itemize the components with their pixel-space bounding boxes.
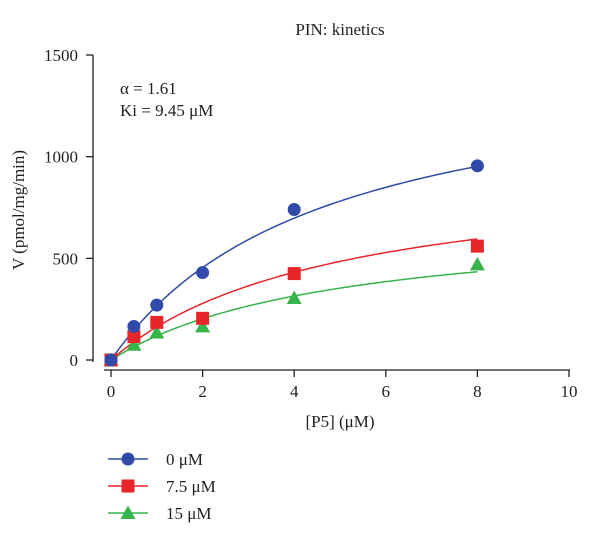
chart-title: PIN: kinetics bbox=[295, 20, 384, 39]
data-point bbox=[150, 298, 164, 312]
data-point bbox=[150, 315, 164, 329]
y-tick-label: 0 bbox=[70, 351, 79, 370]
annotation-ki: Ki = 9.45 μM bbox=[120, 101, 213, 120]
data-point bbox=[196, 266, 210, 280]
y-tick-label: 1500 bbox=[44, 46, 78, 65]
x-tick-label: 2 bbox=[198, 382, 207, 401]
data-point bbox=[196, 311, 210, 325]
legend-marker bbox=[120, 505, 136, 519]
data-point bbox=[195, 318, 211, 333]
y-axis-label: V (pmol/mg/min) bbox=[9, 150, 28, 270]
x-ticks: 0 2 4 6 8 10 bbox=[107, 370, 578, 401]
x-tick-label: 6 bbox=[382, 382, 391, 401]
fit-curve bbox=[110, 270, 478, 361]
data-point bbox=[127, 319, 141, 333]
plot-area: 0 500 1000 1500 0 2 4 6 8 10 bbox=[44, 46, 578, 401]
data-point bbox=[286, 290, 302, 304]
data-point bbox=[287, 267, 301, 281]
x-tick-label: 8 bbox=[473, 382, 482, 401]
legend-label: 15 μM bbox=[166, 504, 211, 523]
legend: 0 μM 7.5 μM 15 μM bbox=[108, 450, 216, 523]
legend-marker bbox=[121, 452, 135, 466]
data-point bbox=[149, 325, 165, 339]
legend-marker bbox=[121, 479, 135, 493]
y-tick-label: 500 bbox=[53, 249, 79, 268]
fit-curves bbox=[110, 165, 478, 361]
legend-label: 0 μM bbox=[166, 450, 203, 469]
data-point bbox=[469, 256, 485, 271]
fit-curve bbox=[110, 165, 478, 361]
x-tick-label: 4 bbox=[290, 382, 299, 401]
annotation-alpha: α = 1.61 bbox=[120, 79, 177, 98]
x-tick-label: 0 bbox=[107, 382, 116, 401]
data-points bbox=[103, 159, 485, 367]
data-point bbox=[104, 353, 118, 367]
data-point bbox=[127, 330, 141, 344]
data-point bbox=[470, 239, 484, 253]
y-ticks: 0 500 1000 1500 bbox=[44, 46, 93, 370]
data-point bbox=[470, 159, 484, 173]
legend-label: 7.5 μM bbox=[166, 477, 216, 496]
y-tick-label: 1000 bbox=[44, 148, 78, 167]
data-point bbox=[287, 203, 301, 217]
data-point bbox=[126, 337, 142, 351]
x-tick-label: 10 bbox=[561, 382, 578, 401]
x-axis-label: [P5] (μM) bbox=[305, 412, 374, 431]
